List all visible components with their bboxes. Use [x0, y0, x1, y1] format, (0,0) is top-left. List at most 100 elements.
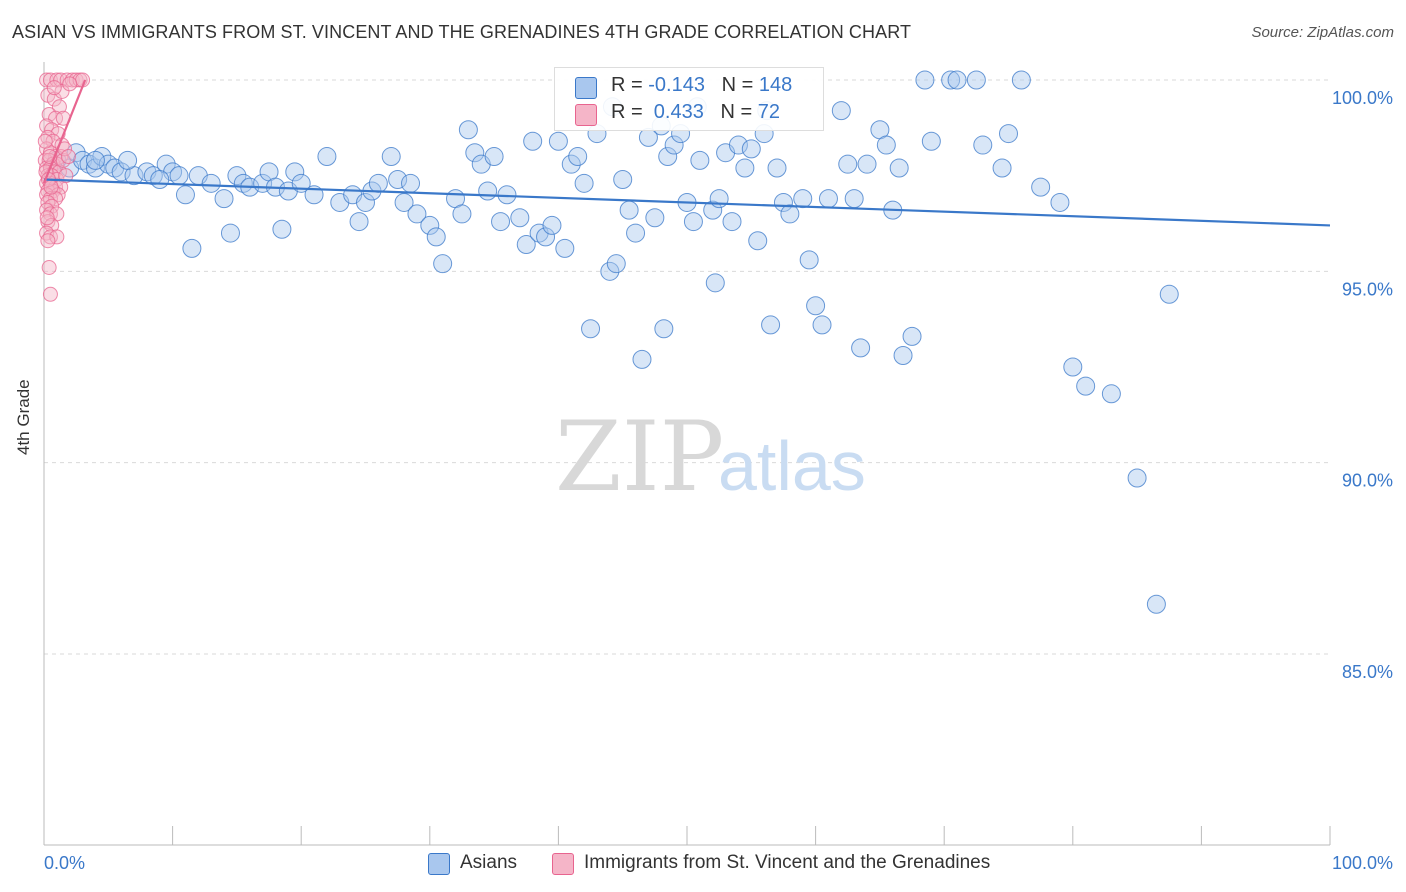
- asians-point: [1159, 284, 1179, 304]
- asians-point: [548, 131, 568, 151]
- asians-point: [182, 238, 202, 258]
- asians-point: [555, 238, 575, 258]
- asians-point: [735, 158, 755, 178]
- asians-point: [458, 120, 478, 140]
- immigrants-point: [42, 72, 58, 88]
- asians-point: [658, 147, 678, 167]
- asians-point: [606, 254, 626, 274]
- immigrants-point: [53, 72, 69, 88]
- asians-point: [169, 166, 189, 186]
- watermark-zip: ZIP: [555, 401, 724, 513]
- asians-point: [484, 147, 504, 167]
- y-axis-label: 4th Grade: [14, 379, 33, 455]
- asians-point: [921, 131, 941, 151]
- legend-n-value: 72: [757, 101, 781, 123]
- asians-point: [761, 315, 781, 335]
- bottom-legend-label: Asians: [460, 852, 518, 873]
- asians-point: [902, 326, 922, 346]
- asians-point: [838, 154, 858, 174]
- asians-point: [536, 227, 556, 247]
- asians-point: [831, 101, 851, 121]
- bottom-legend-label: Immigrants from St. Vincent and the Gren…: [584, 852, 991, 873]
- asians-point: [465, 143, 485, 163]
- asians-point: [220, 223, 240, 243]
- asians-point: [645, 208, 665, 228]
- asians-point: [632, 349, 652, 369]
- correlation-legend: R = -0.143 N = 148 R = 0.433 N = 72: [554, 67, 824, 131]
- asians-point: [947, 70, 967, 90]
- asians-point: [426, 227, 446, 247]
- asians-point: [1146, 594, 1166, 614]
- asians-point: [394, 192, 414, 212]
- asians-trend-line: [43, 178, 1331, 227]
- asians-point: [1076, 376, 1096, 396]
- asians-point: [806, 296, 826, 316]
- asians-point: [581, 319, 601, 339]
- axes: [43, 62, 1331, 846]
- bottom-legend-swatch-blue: [428, 853, 450, 875]
- gridlines: [44, 79, 1330, 655]
- asians-point: [542, 215, 562, 235]
- asians-point: [111, 162, 131, 182]
- asians-point: [1127, 468, 1147, 488]
- immigrants-point: [55, 152, 71, 168]
- immigrants-point: [46, 91, 62, 107]
- asians-point: [654, 319, 674, 339]
- asians-point: [851, 338, 871, 358]
- asians-point: [401, 173, 421, 193]
- asians-point: [1050, 192, 1070, 212]
- asians-point: [600, 261, 620, 281]
- asians-point: [85, 150, 105, 170]
- chart-title: ASIAN VS IMMIGRANTS FROM ST. VINCENT AND…: [12, 22, 912, 42]
- asians-point: [175, 185, 195, 205]
- immigrants-point: [48, 191, 64, 207]
- immigrants-trend-line: [42, 79, 87, 184]
- asians-point: [452, 204, 472, 224]
- asians-point: [619, 200, 639, 220]
- asians-point: [118, 150, 138, 170]
- asians-point: [317, 147, 337, 167]
- asians-point: [420, 215, 440, 235]
- legend-r-label: R =: [611, 74, 649, 96]
- watermark: ZIP atlas: [555, 401, 866, 513]
- immigrants-point: [42, 286, 58, 302]
- asians-point: [201, 173, 221, 193]
- asians-point: [478, 181, 498, 201]
- legend-swatch-blue: [575, 77, 597, 99]
- asians-point: [973, 135, 993, 155]
- asians-point: [272, 219, 292, 239]
- watermark-atlas: atlas: [718, 427, 866, 505]
- legend-r-value: -0.143: [648, 74, 705, 96]
- asians-point: [893, 346, 913, 366]
- asians-point: [818, 189, 838, 209]
- immigrants-point: [51, 99, 67, 115]
- immigrants-point: [37, 133, 53, 149]
- asians-point: [388, 169, 408, 189]
- asians-point: [214, 189, 234, 209]
- asians-point: [381, 147, 401, 167]
- asians-point: [523, 131, 543, 151]
- asians-point: [999, 124, 1018, 144]
- asians-point: [705, 273, 725, 293]
- immigrants-point: [40, 233, 56, 249]
- immigrants-point: [54, 83, 70, 99]
- asians-point: [1101, 384, 1121, 404]
- bottom-legend-swatch-pink: [552, 853, 574, 875]
- asians-point: [613, 169, 633, 189]
- asians-point: [356, 192, 375, 212]
- asians-point: [690, 150, 710, 170]
- asians-point: [349, 212, 369, 232]
- y-tick-label: 85.0%: [1342, 662, 1393, 682]
- asians-point: [889, 158, 909, 178]
- y-tick-label: 90.0%: [1342, 471, 1393, 491]
- legend-r-label: R =: [611, 101, 649, 123]
- immigrants-point: [49, 229, 65, 245]
- immigrants-point: [46, 80, 62, 96]
- asians-point: [780, 204, 800, 224]
- immigrants-point: [39, 118, 55, 134]
- asians-point: [664, 135, 684, 155]
- asians-point: [1063, 357, 1083, 377]
- asians-point: [741, 139, 761, 159]
- asians-point: [799, 250, 819, 270]
